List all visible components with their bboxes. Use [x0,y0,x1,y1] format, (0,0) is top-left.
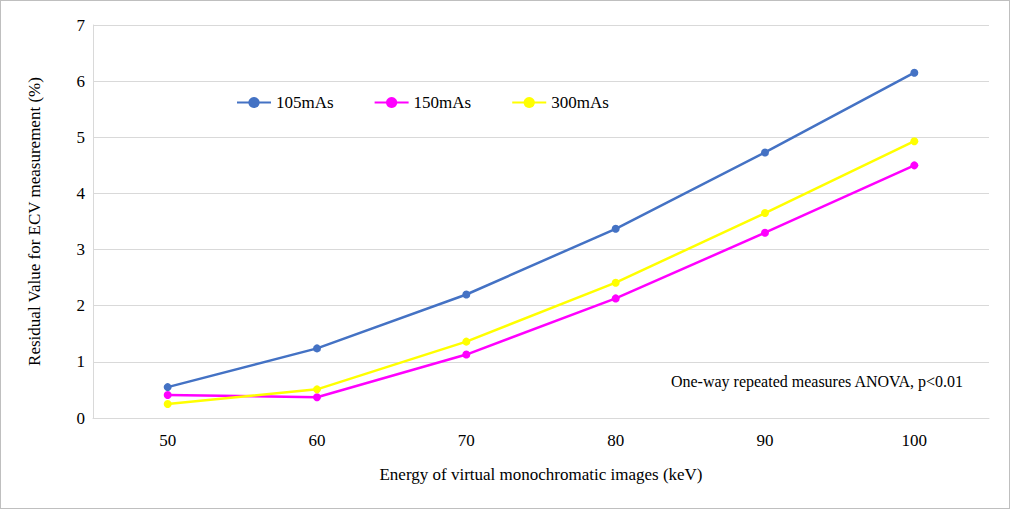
svg-text:2: 2 [77,296,86,315]
svg-text:100: 100 [902,431,928,450]
svg-text:4: 4 [77,184,86,203]
svg-text:Energy of virtual monochromati: Energy of virtual monochromatic images (… [379,465,702,484]
svg-text:0: 0 [77,409,86,428]
svg-text:300mAs: 300mAs [551,93,609,112]
svg-text:6: 6 [77,72,86,91]
svg-text:105mAs: 105mAs [276,93,334,112]
svg-text:7: 7 [77,16,86,35]
svg-text:90: 90 [757,431,774,450]
svg-text:80: 80 [607,431,624,450]
svg-text:150mAs: 150mAs [414,93,472,112]
svg-text:One-way repeated measures ANOV: One-way repeated measures ANOVA, p<0.01 [671,373,963,391]
svg-text:70: 70 [458,431,475,450]
svg-text:Residual Value for ECV measure: Residual Value for ECV measurement (%) [25,77,44,366]
svg-text:5: 5 [77,128,86,147]
svg-text:60: 60 [309,431,326,450]
svg-text:1: 1 [77,352,86,371]
svg-text:3: 3 [77,240,86,259]
svg-text:50: 50 [159,431,176,450]
